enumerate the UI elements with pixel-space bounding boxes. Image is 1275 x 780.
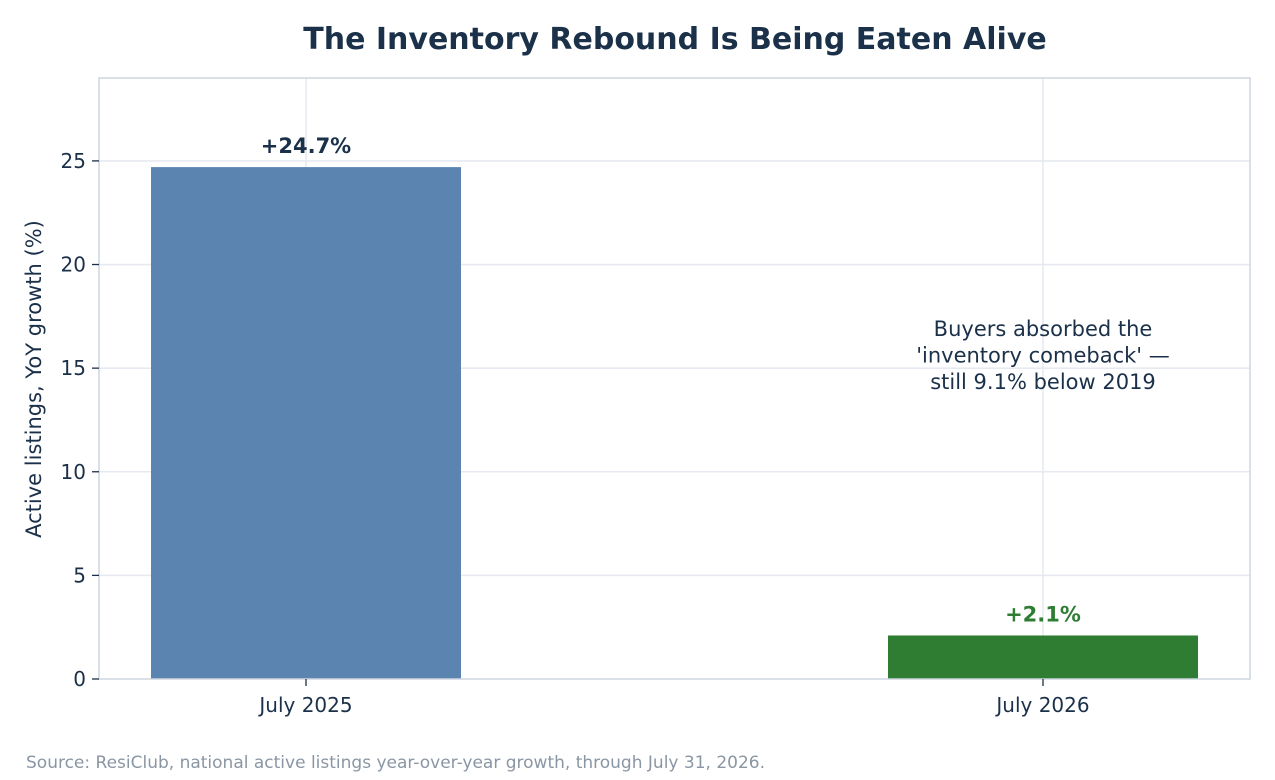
plot-frame: [98, 77, 1251, 680]
y-tick-label: 5: [73, 563, 86, 587]
x-tick-label: July 2026: [994, 693, 1089, 717]
y-tick-label: 20: [61, 253, 86, 277]
bar-july-2026: [888, 635, 1198, 679]
y-tick-label: 25: [61, 149, 86, 173]
y-axis-label: Active listings, YoY growth (%): [22, 220, 46, 538]
bars-layer: [151, 167, 1198, 679]
data-label: +24.7%: [261, 134, 351, 158]
data-labels: +24.7% +2.1%: [261, 134, 1081, 626]
axis-ticks: 0 5 10 15 20 25 July 2025 July 2026: [61, 149, 1090, 717]
y-tick-label: 15: [61, 356, 86, 380]
annotation-line: Buyers absorbed the: [934, 317, 1153, 341]
plot-border: [98, 77, 1251, 680]
data-label: +2.1%: [1005, 602, 1081, 626]
annotation-line: 'inventory comeback' —: [916, 344, 1170, 368]
source-note: Source: ResiClub, national active listin…: [26, 753, 765, 773]
y-tick-label: 10: [61, 460, 86, 484]
y-tick-label: 0: [73, 667, 86, 691]
annotation-line: still 9.1% below 2019: [930, 370, 1156, 394]
chart-title: The Inventory Rebound Is Being Eaten Ali…: [303, 22, 1046, 57]
bar-july-2025: [151, 167, 461, 679]
x-tick-label: July 2025: [257, 693, 352, 717]
annotation: Buyers absorbed the 'inventory comeback' …: [916, 317, 1170, 394]
